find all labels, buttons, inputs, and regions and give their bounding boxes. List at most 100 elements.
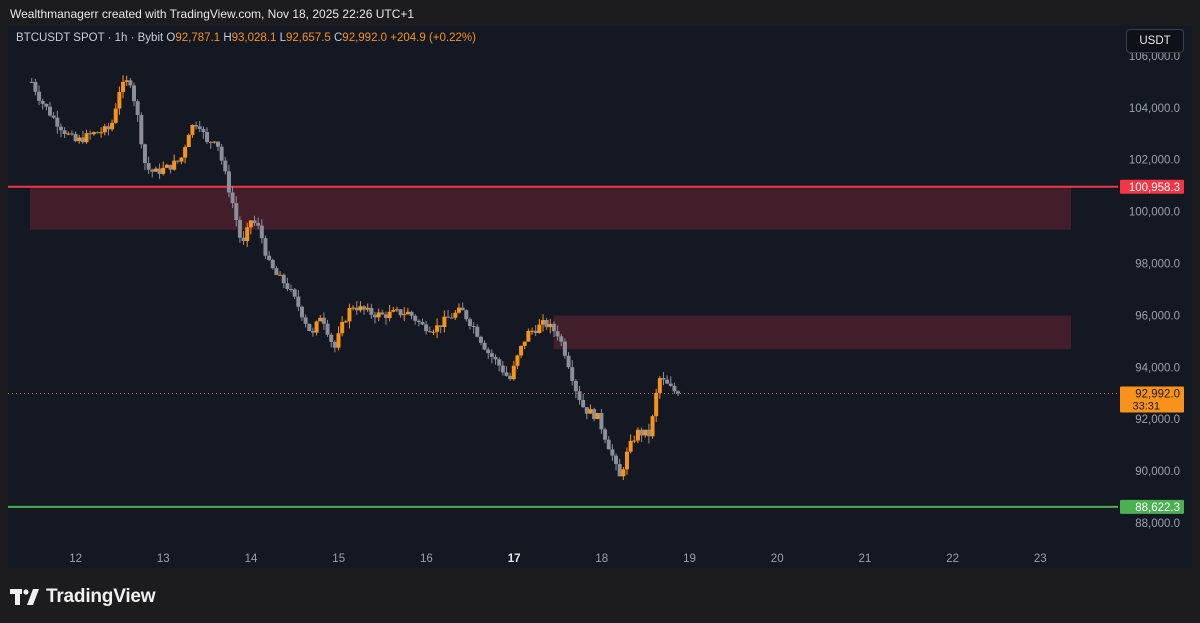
support-price-label: 88,622.3 [1135,502,1180,514]
candle-body [51,115,56,118]
candle-body [172,160,177,170]
symbol-name: BTCUSDT SPOT · 1h · Bybit [16,32,164,44]
chart-background [8,26,1192,568]
candle-body [292,289,297,297]
candle-body [310,330,315,333]
candle-body [650,416,655,437]
candle-body [595,412,600,420]
chart-panel[interactable]: 88,000.0 90,000.0 92,000.0 94,000.0 96,000.0… [8,26,1192,568]
candle-body [142,144,147,164]
close-label: C [333,32,343,44]
candle-body [635,429,640,441]
price-axis [1120,26,1192,538]
candle-body [55,117,60,127]
candle-body [628,440,633,452]
candle-body [431,331,436,333]
candle-body [161,167,166,174]
candle-body [610,449,615,456]
candle-body [540,320,545,325]
candle-body [245,227,250,242]
candle-body [351,307,356,309]
candle-body [135,101,140,115]
low-value: 92,657.5 [286,32,331,44]
x-tick-label: 14 [245,553,258,565]
last-price-tag [1120,386,1184,413]
low-label: L [279,32,287,44]
currency-button[interactable]: USDT [1126,29,1184,53]
candle-body [657,378,662,393]
x-tick-label: 13 [157,553,170,565]
candle-body [511,365,516,380]
resistance-zone-2 [553,315,1071,350]
candle-body [471,325,476,327]
x-tick-label: 21 [859,553,872,565]
tradingview-logo[interactable]: TradingView [10,585,156,609]
candle-body [179,157,184,162]
candle-body [676,391,681,394]
candle-body [84,133,89,143]
candle-body [530,330,535,332]
x-tick-label: 15 [332,553,345,565]
candle-body [102,126,107,133]
candle-body [44,103,49,107]
candle-body [376,312,381,318]
y-tick-label: 94,000.0 [1135,362,1180,374]
candle-body [416,320,421,323]
open-label: O [166,32,176,44]
candle-body [562,341,567,356]
candle-body [453,312,458,318]
change-value: +204.9 (+0.22%) [390,32,476,44]
candle-body [354,307,359,311]
candle-body [248,220,253,228]
candle-body [267,255,272,260]
candle-body [486,349,491,354]
candle-body [581,399,586,408]
y-tick-label: 100,000.0 [1129,207,1180,219]
candle-body [624,451,629,470]
time-axis [8,538,1192,568]
close-value: 92,992.0 [342,32,388,44]
candle-body [139,114,144,145]
candle-body [212,141,217,143]
candle-body [566,355,571,368]
x-tick-label: 22 [946,553,959,565]
candle-body [442,316,447,328]
y-tick-label: 88,000.0 [1135,518,1180,530]
candle-body [668,383,673,386]
candle-body [113,108,118,123]
candle-body [559,336,564,342]
candle-body [303,317,308,324]
x-tick-label: 23 [1034,553,1047,565]
candle-body [661,378,666,380]
candle-body [215,141,220,147]
candle-body [672,385,677,392]
candle-body [446,316,451,318]
candle-body [274,268,279,275]
candles-group [29,75,681,480]
candle-body [106,126,111,130]
high-label: H [223,32,232,44]
candle-body [457,307,462,313]
candle-body [508,375,513,380]
candle-body [599,412,604,430]
x-tick-label: 20 [771,553,784,565]
candle-body [347,308,352,322]
candle-body [201,128,206,132]
candle-body [435,325,440,332]
candle-body [654,392,659,417]
y-tick-label: 90,000.0 [1135,466,1180,478]
price-chart[interactable]: 88,000.0 90,000.0 92,000.0 94,000.0 96,000.0… [8,26,1192,568]
candle-body [522,341,527,346]
chart-credit: Wealthmanagerr created with TradingView.… [10,7,415,21]
brand-name: TradingView [46,586,156,607]
candle-body [577,391,582,400]
y-tick-label: 92,000.0 [1135,414,1180,426]
candle-body [168,164,173,170]
y-tick-label: 96,000.0 [1135,310,1180,322]
candle-body [413,315,418,321]
candle-body [398,309,403,316]
candle-body [95,132,100,134]
candle-body [606,439,611,450]
candle-body [504,372,509,376]
candle-body [380,312,385,315]
